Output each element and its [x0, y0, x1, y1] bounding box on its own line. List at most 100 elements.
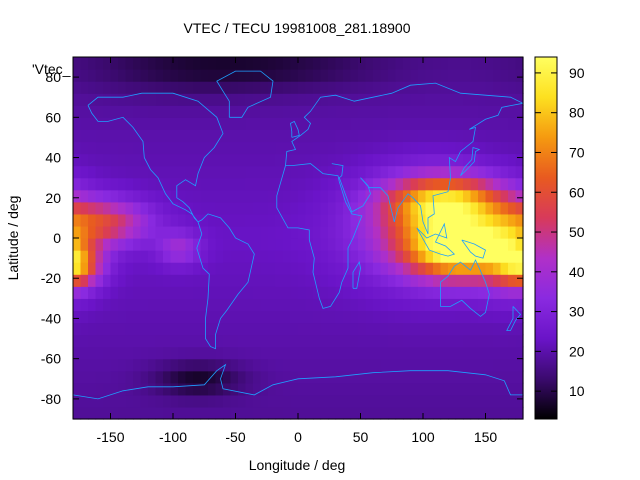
heatmap-cell: [125, 406, 134, 420]
chart-title: VTEC / TECU 19981008_281.18900: [183, 20, 410, 36]
heatmap-cell: [313, 334, 322, 348]
heatmap-cell: [155, 213, 164, 227]
heatmap-cell: [275, 117, 284, 130]
heatmap-cell: [253, 81, 262, 94]
heatmap-cell: [170, 394, 179, 408]
x-tick-label: -50: [225, 429, 245, 445]
heatmap-cell: [245, 370, 254, 384]
heatmap-cell: [448, 177, 457, 191]
heatmap-cell: [133, 346, 142, 360]
heatmap-cell: [260, 141, 269, 155]
heatmap-cell: [110, 394, 119, 408]
heatmap-cell: [178, 213, 187, 227]
heatmap-cell: [118, 238, 127, 251]
heatmap-cell: [508, 322, 517, 336]
heatmap-cell: [515, 286, 524, 299]
heatmap-cell: [418, 322, 427, 336]
heatmap-cell: [283, 298, 292, 311]
heatmap-cell: [140, 370, 149, 384]
heatmap-cell: [73, 250, 82, 263]
heatmap-cell: [148, 370, 157, 384]
heatmap-cell: [508, 201, 517, 215]
heatmap-cell: [455, 274, 464, 287]
heatmap-cell: [185, 286, 194, 299]
heatmap-cell: [148, 141, 157, 155]
heatmap-cell: [433, 177, 442, 191]
heatmap-cell: [470, 346, 479, 360]
heatmap-cell: [395, 310, 404, 324]
heatmap-cell: [283, 117, 292, 130]
heatmap-cell: [95, 298, 104, 311]
heatmap-cell: [155, 201, 164, 215]
heatmap-cell: [283, 250, 292, 263]
heatmap-cell: [425, 189, 434, 203]
heatmap-cell: [500, 57, 509, 70]
heatmap-cell: [73, 298, 82, 311]
heatmap-cell: [320, 225, 329, 239]
heatmap-cell: [283, 274, 292, 287]
heatmap-cell: [328, 346, 337, 360]
heatmap-cell: [155, 165, 164, 179]
heatmap-cell: [223, 382, 232, 396]
heatmap-cell: [365, 358, 374, 372]
heatmap-cell: [88, 298, 97, 311]
heatmap-cell: [185, 129, 194, 143]
heatmap-cell: [140, 165, 149, 179]
heatmap-cell: [290, 117, 299, 130]
heatmap-cell: [515, 93, 524, 106]
heatmap-cell: [358, 262, 367, 275]
heatmap-cell: [170, 93, 179, 106]
heatmap-cell: [515, 262, 524, 275]
heatmap-cell: [238, 310, 247, 324]
heatmap-cell: [238, 141, 247, 155]
heatmap-cell: [185, 370, 194, 384]
heatmap-cell: [245, 238, 254, 251]
heatmap-cell: [215, 310, 224, 324]
heatmap-cell: [208, 213, 217, 227]
heatmap-cell: [478, 177, 487, 191]
heatmap-cell: [133, 201, 142, 215]
heatmap-cell: [103, 274, 112, 287]
heatmap-cell: [260, 358, 269, 372]
heatmap-cell: [455, 141, 464, 155]
heatmap-cell: [185, 262, 194, 275]
heatmap-cell: [275, 238, 284, 251]
heatmap-cell: [440, 238, 449, 251]
heatmap-cell: [215, 298, 224, 311]
heatmap-cell: [215, 286, 224, 299]
heatmap-cell: [245, 382, 254, 396]
heatmap-cell: [215, 322, 224, 336]
heatmap-cell: [373, 69, 382, 82]
heatmap-cell: [178, 394, 187, 408]
heatmap-cell: [200, 69, 209, 82]
heatmap-cell: [373, 189, 382, 203]
heatmap-cell: [148, 93, 157, 106]
heatmap-cell: [73, 274, 82, 287]
heatmap-cell: [155, 141, 164, 155]
heatmap-cell: [88, 346, 97, 360]
heatmap-cell: [485, 250, 494, 263]
heatmap-cell: [500, 334, 509, 348]
heatmap-cell: [80, 69, 89, 82]
heatmap-cell: [403, 225, 412, 239]
heatmap-cell: [118, 406, 127, 420]
heatmap-cell: [215, 201, 224, 215]
heatmap-cell: [305, 201, 314, 215]
heatmap-cell: [403, 286, 412, 299]
heatmap-cell: [125, 274, 134, 287]
heatmap-cell: [343, 310, 352, 324]
heatmap-cell: [185, 117, 194, 130]
heatmap-cell: [395, 165, 404, 179]
heatmap-cell: [433, 141, 442, 155]
heatmap-cell: [470, 93, 479, 106]
heatmap-cell: [373, 286, 382, 299]
heatmap-cell: [238, 358, 247, 372]
heatmap-cell: [275, 394, 284, 408]
heatmap-cell: [350, 238, 359, 251]
heatmap-cell: [448, 153, 457, 167]
heatmap-cell: [95, 105, 104, 118]
heatmap-cell: [215, 153, 224, 167]
heatmap-cell: [170, 129, 179, 143]
heatmap-cell: [305, 189, 314, 203]
